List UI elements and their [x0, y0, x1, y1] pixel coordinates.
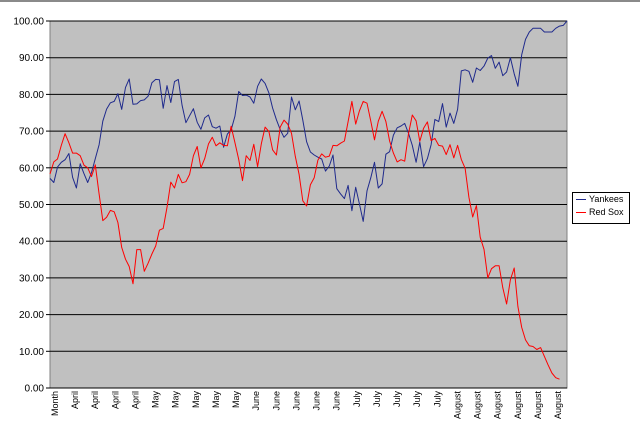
legend-label-red-sox: Red Sox [589, 207, 624, 217]
x-tick-label: June [291, 391, 301, 411]
y-axis-tick-labels: 0.00 10.00 20.00 30.00 40.00 50.00 60.00 70.00 8… [13, 17, 44, 395]
x-tick-label: August [493, 391, 503, 420]
y-tick-label: 40.00 [19, 237, 44, 248]
y-tick-label: 100.00 [13, 17, 44, 28]
x-tick-label: May [151, 391, 161, 409]
x-tick-label: Month [50, 391, 60, 416]
x-tick-label: May [171, 391, 181, 409]
x-tick-label: May [211, 391, 221, 409]
window-top-border [0, 0, 640, 2]
y-tick-label: 60.00 [19, 163, 44, 174]
x-tick-label: June [251, 391, 261, 411]
gridlines [46, 20, 567, 389]
y-tick-label: 50.00 [19, 200, 44, 211]
legend-label-yankees: Yankees [589, 194, 624, 204]
x-tick-label: April [110, 391, 120, 409]
y-tick-label: 90.00 [19, 53, 44, 64]
y-tick-label: 0.00 [25, 384, 45, 395]
y-tick-label: 70.00 [19, 127, 44, 138]
x-tick-label: June [312, 391, 322, 411]
legend-item-yankees: Yankees [573, 193, 629, 206]
y-tick-label: 10.00 [19, 347, 44, 358]
legend-swatch-yankees [576, 199, 586, 200]
x-tick-label: June [332, 391, 342, 411]
x-tick-label: May [191, 391, 201, 409]
x-tick-label: April [70, 391, 80, 409]
x-tick-label: August [452, 391, 462, 420]
legend-swatch-red-sox [576, 212, 586, 213]
x-tick-label: August [473, 391, 483, 420]
y-tick-label: 20.00 [19, 310, 44, 321]
x-tick-label: July [352, 391, 362, 408]
x-tick-label: August [553, 391, 563, 420]
series-lines [49, 20, 568, 380]
x-tick-label: June [271, 391, 281, 411]
y-tick-label: 80.00 [19, 90, 44, 101]
y-tick-label: 30.00 [19, 273, 44, 284]
x-tick-label: April [130, 391, 140, 409]
legend: Yankees Red Sox [572, 192, 630, 224]
x-tick-label: July [412, 391, 422, 408]
x-tick-label: July [392, 391, 402, 408]
x-tick-label: May [231, 391, 241, 409]
x-tick-label: April [90, 391, 100, 409]
series-line-yankees [49, 20, 568, 222]
legend-item-red-sox: Red Sox [573, 206, 629, 219]
x-tick-label: August [533, 391, 543, 420]
x-tick-label: August [513, 391, 523, 420]
series-line-red-sox [49, 100, 560, 380]
x-tick-label: July [432, 391, 442, 408]
x-tick-label: July [372, 391, 382, 408]
x-axis-tick-labels: Month April April April April May May May May May… [50, 391, 563, 420]
